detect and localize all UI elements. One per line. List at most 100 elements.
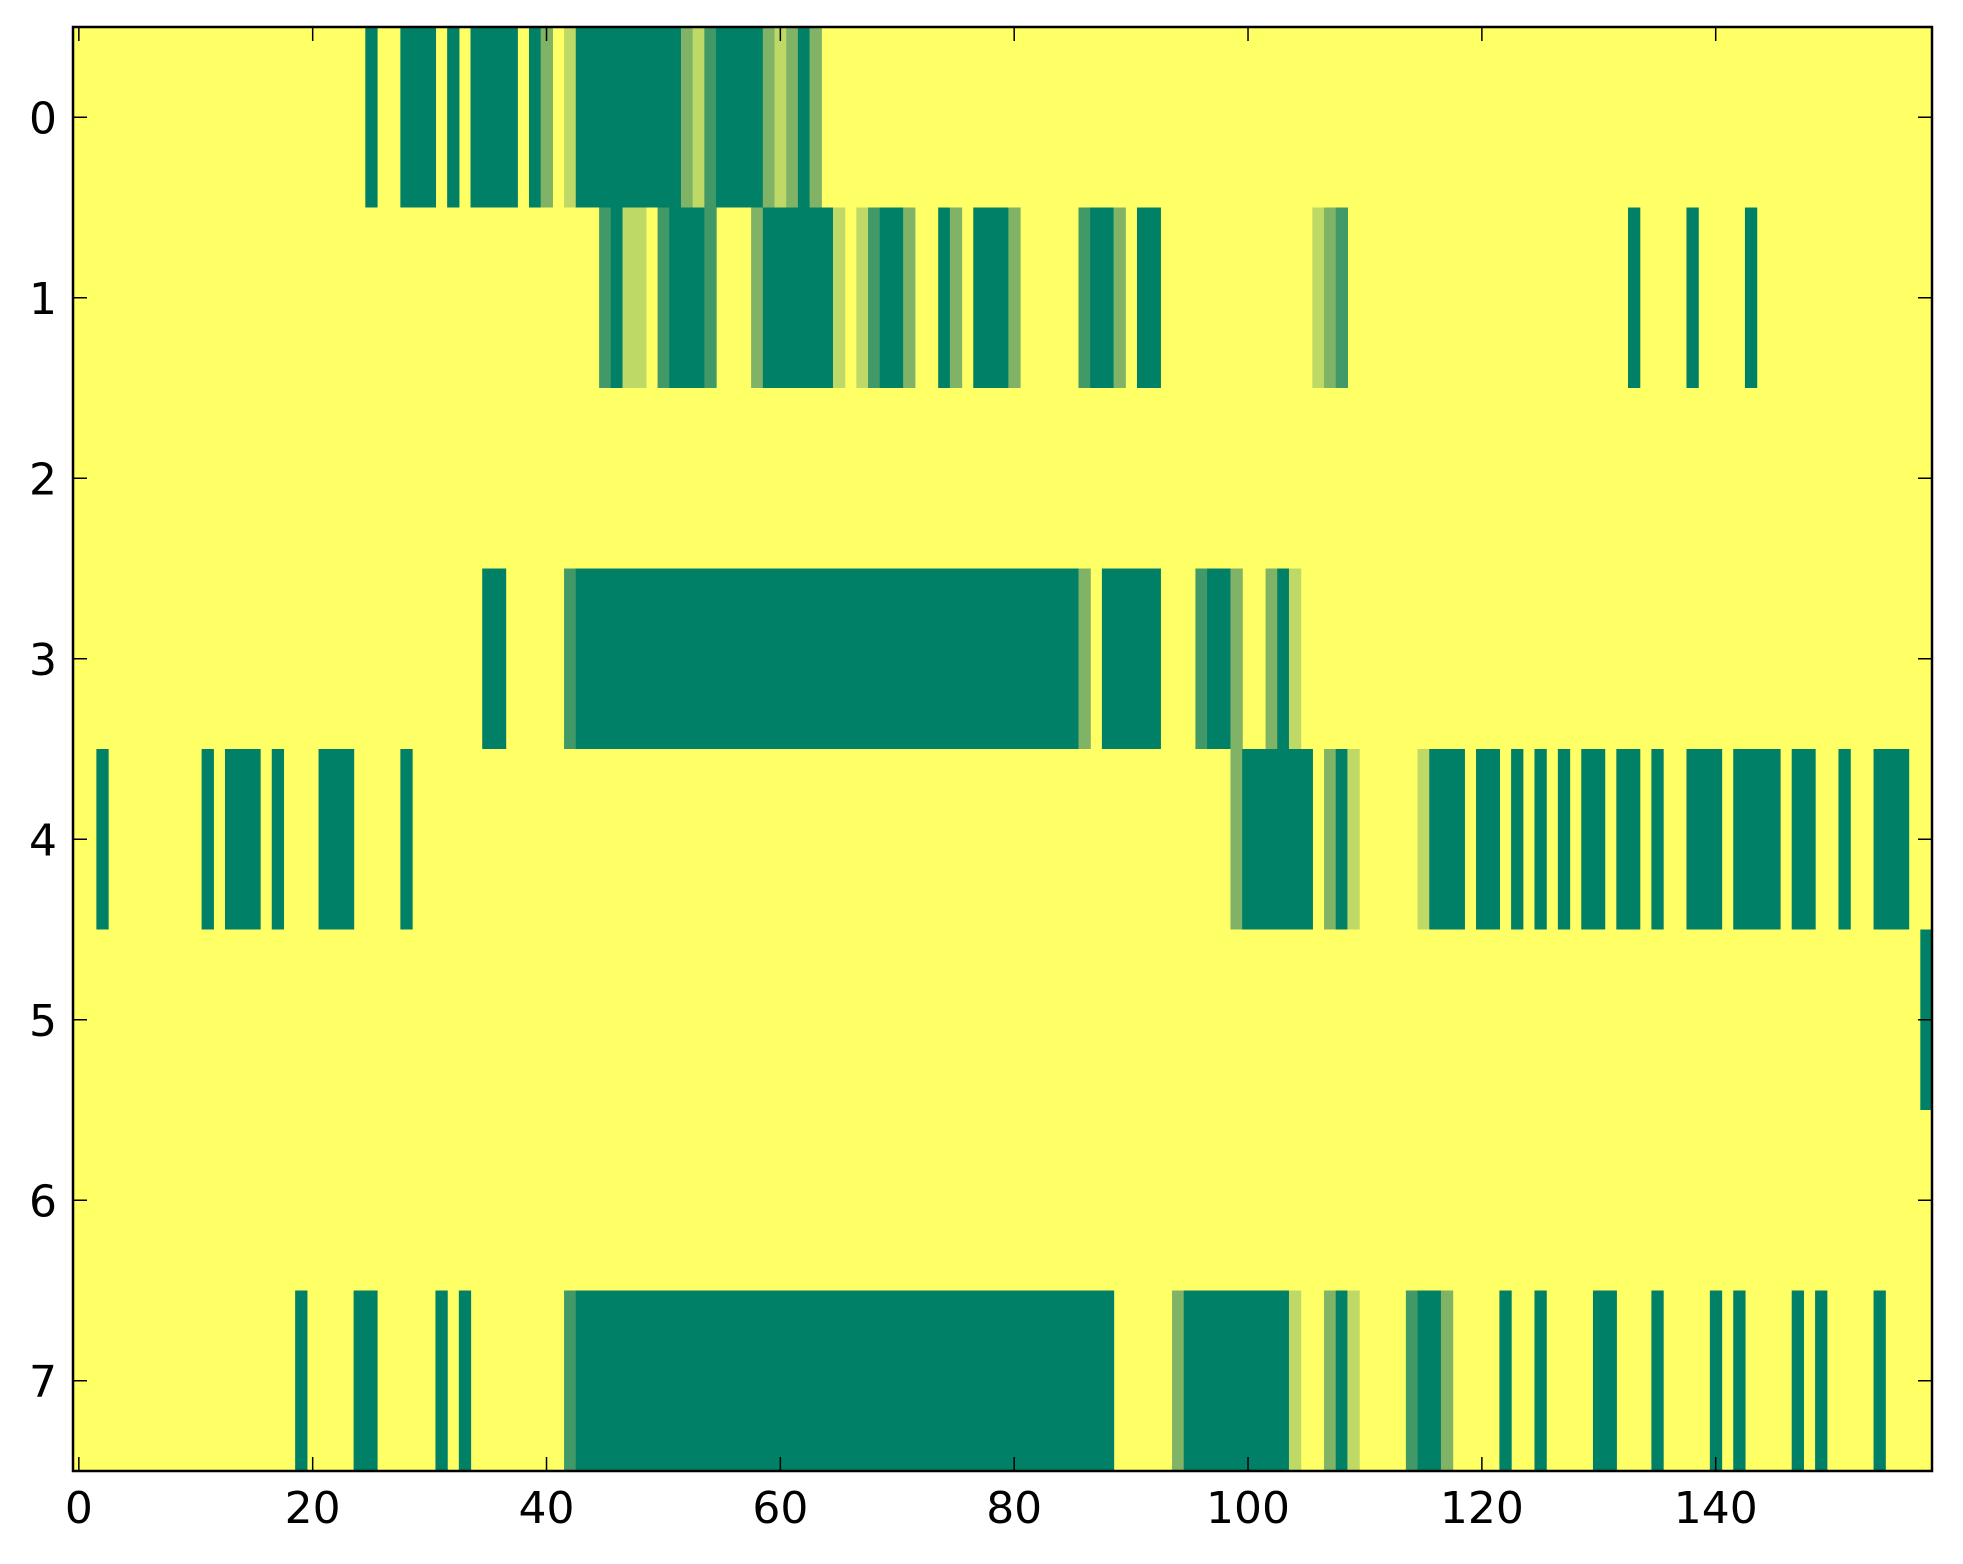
heatmap-cell <box>645 27 659 208</box>
heatmap-cell <box>1604 1290 1617 1471</box>
heatmap-cell <box>365 27 378 208</box>
heatmap-cell <box>973 207 986 388</box>
heatmap-cell <box>774 1290 787 1471</box>
heatmap-cell <box>1230 749 1243 930</box>
x-tick-label: 40 <box>519 1483 575 1534</box>
heatmap-cell <box>786 1290 799 1471</box>
heatmap-cell <box>634 27 647 208</box>
heatmap-cell <box>704 568 717 749</box>
heatmap-cell <box>1791 1290 1804 1471</box>
heatmap-cell <box>564 1290 577 1471</box>
y-tick-label: 6 <box>29 1176 57 1227</box>
heatmap-cell <box>1195 568 1208 749</box>
heatmap-cell <box>973 568 986 749</box>
heatmap-cell <box>856 207 869 388</box>
heatmap-cell <box>599 568 612 749</box>
heatmap-cell <box>949 1290 963 1471</box>
heatmap-cell <box>1101 207 1115 388</box>
heatmap-cell <box>1592 749 1606 930</box>
heatmap-cell <box>353 1290 366 1471</box>
heatmap-cell <box>400 749 413 930</box>
heatmap-cell <box>716 27 729 208</box>
heatmap-cell <box>1651 1290 1664 1471</box>
heatmap-cell <box>984 1290 998 1471</box>
heatmap-cell <box>1195 1290 1208 1471</box>
heatmap-cell <box>365 1290 378 1471</box>
heatmap-cell <box>1709 749 1723 930</box>
heatmap-cell <box>1686 207 1699 388</box>
heatmap-cell <box>587 27 600 208</box>
heatmap-cell <box>1277 749 1290 930</box>
heatmap-cell <box>680 568 694 749</box>
heatmap-cell <box>587 1290 600 1471</box>
heatmap-cell <box>774 568 787 749</box>
heatmap-cell <box>1300 749 1313 930</box>
heatmap-cell <box>680 207 694 388</box>
heatmap-cell <box>809 27 822 208</box>
heatmap-cell <box>1207 568 1220 749</box>
heatmap-cell <box>996 568 1009 749</box>
heatmap-cell <box>891 568 904 749</box>
heatmap-cell <box>984 207 998 388</box>
heatmap-cell <box>669 1290 682 1471</box>
heatmap-cell <box>1125 568 1138 749</box>
heatmap-cell <box>1207 1290 1220 1471</box>
heatmap-cell <box>1265 749 1278 930</box>
heatmap-cell <box>1277 1290 1290 1471</box>
heatmap-cell <box>1405 1290 1419 1471</box>
heatmap-cell <box>1557 749 1571 930</box>
heatmap-cell <box>657 27 670 208</box>
heatmap-cell <box>610 568 624 749</box>
heatmap-cell <box>1031 568 1045 749</box>
heatmap-cell <box>634 1290 647 1471</box>
heatmap-cell <box>856 1290 869 1471</box>
heatmap-cell <box>809 568 822 749</box>
heatmap-cell <box>821 207 834 388</box>
heatmap-cell <box>1136 568 1150 749</box>
heatmap-cell <box>657 1290 670 1471</box>
heatmap-cell <box>926 1290 939 1471</box>
x-tick-label: 140 <box>1674 1483 1758 1534</box>
heatmap-cell <box>1628 207 1641 388</box>
heatmap-cell <box>1230 568 1243 749</box>
heatmap-cell <box>341 749 355 930</box>
heatmap-cell <box>903 207 916 388</box>
heatmap-cell <box>739 568 752 749</box>
heatmap-cell <box>751 1290 764 1471</box>
heatmap-cell <box>949 568 963 749</box>
heatmap-cell <box>1242 1290 1255 1471</box>
heatmap-cell <box>938 1290 951 1471</box>
heatmap-cell <box>868 1290 881 1471</box>
heatmap-cell <box>622 27 635 208</box>
heatmap-cell <box>1265 1290 1278 1471</box>
heatmap-cell <box>493 27 507 208</box>
heatmap-cell <box>1429 749 1442 930</box>
heatmap-cell <box>1335 749 1349 930</box>
heatmap-cell <box>318 749 331 930</box>
heatmap-cell <box>400 27 413 208</box>
heatmap-cell <box>692 27 705 208</box>
heatmap-cell <box>634 568 647 749</box>
heatmap-cell <box>1803 749 1816 930</box>
heatmap-cell <box>1698 749 1711 930</box>
heatmap-cell <box>1534 1290 1547 1471</box>
heatmap-cell <box>1417 1290 1430 1471</box>
heatmap-cell <box>1008 568 1021 749</box>
heatmap-cell <box>1581 749 1594 930</box>
heatmap-cell <box>891 207 904 388</box>
heatmap-cell <box>435 1290 448 1471</box>
heatmap-cell <box>330 749 343 930</box>
heatmap-cell <box>797 27 811 208</box>
heatmap-cell <box>669 568 682 749</box>
heatmap-cell <box>926 568 939 749</box>
heatmap-cell <box>868 207 881 388</box>
heatmap-cell <box>938 568 951 749</box>
x-tick-label: 80 <box>986 1483 1042 1534</box>
heatmap-cell <box>645 568 659 749</box>
heatmap-cell <box>1440 1290 1454 1471</box>
heatmap-cell <box>1288 749 1302 930</box>
heatmap-cell <box>1090 1290 1103 1471</box>
heatmap-cell <box>716 1290 729 1471</box>
heatmap-cell <box>599 207 612 388</box>
heatmap-cell <box>903 568 916 749</box>
